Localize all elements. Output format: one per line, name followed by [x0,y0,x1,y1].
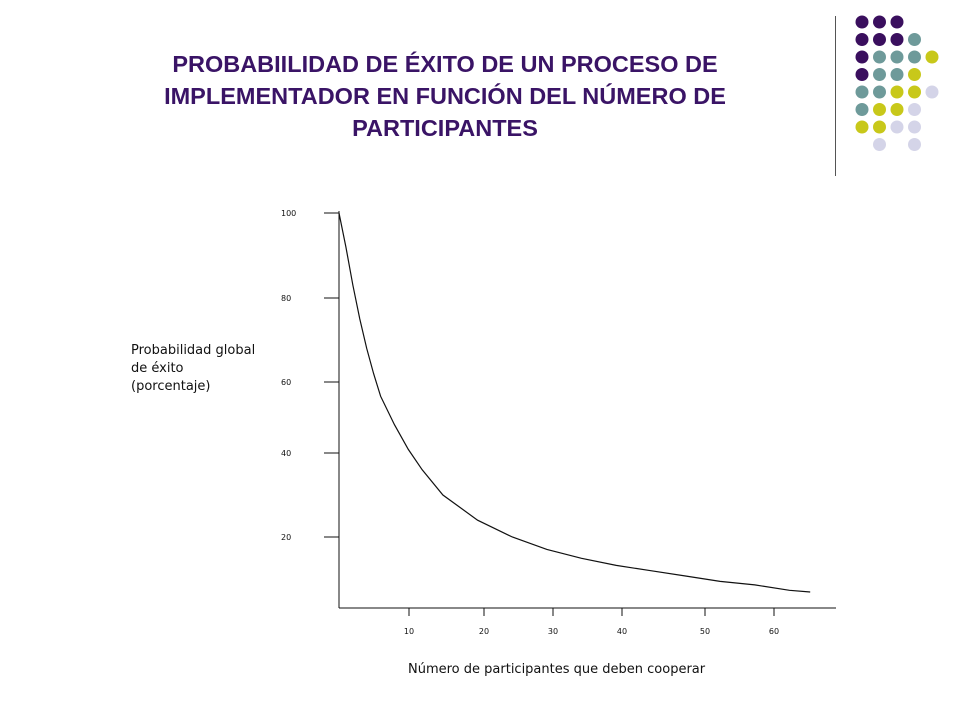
x-tick-label: 60 [769,627,779,636]
series-line [338,212,811,593]
y-tick-label: 100 [281,209,296,218]
page-title: PROBABIILIDAD DE ÉXITO DE UN PROCESO DE … [70,48,820,144]
y-tick-label: 20 [281,533,291,542]
title-line: IMPLEMENTADOR EN FUNCIÓN DEL NÚMERO DE [164,83,726,109]
y-axis-label: Probabilidad global de éxito (porcentaje… [131,342,281,396]
y-ticks: 100 80 60 40 20 [281,209,339,542]
x-tick-label: 10 [404,627,414,636]
y-axis-label-line: (porcentaje) [131,379,211,394]
x-tick-label: 40 [617,627,627,636]
title-line: PARTICIPANTES [352,115,538,141]
x-axis-label: Número de participantes que deben cooper… [408,662,706,677]
x-tick-label: 30 [548,627,558,636]
y-axis-label-line: Probabilidad global [131,343,256,358]
y-tick-label: 60 [281,378,291,387]
y-axis-label-line: de éxito [131,361,184,376]
decorative-divider [835,16,836,176]
x-ticks: 10 20 30 40 50 60 [404,608,779,636]
y-tick-label: 80 [281,294,291,303]
x-tick-label: 20 [479,627,489,636]
title-line: PROBABIILIDAD DE ÉXITO DE UN PROCESO DE [172,51,718,77]
x-tick-label: 50 [700,627,710,636]
y-tick-label: 40 [281,449,291,458]
